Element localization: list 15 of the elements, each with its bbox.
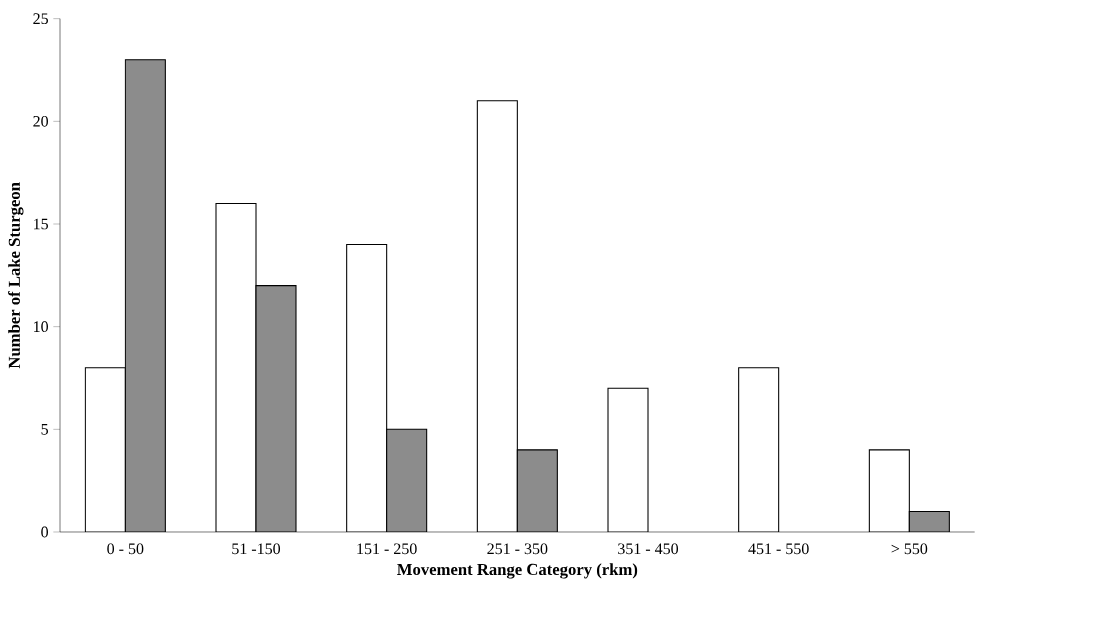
x-tick-label: 0 - 50	[107, 543, 144, 555]
y-tick-label: 5	[41, 424, 49, 435]
x-tick-label: 51 -150	[232, 543, 281, 555]
y-tick-label: 25	[33, 13, 49, 25]
x-tick-label: 251 - 350	[487, 543, 548, 555]
x-tick-label: 451 - 550	[748, 543, 809, 555]
y-tick-label: 0	[41, 526, 49, 538]
x-tick-label: 151 - 250	[357, 543, 417, 555]
x-axis-title: Movement Range Category (rkm)	[397, 563, 638, 579]
x-tick-label: 351 - 450	[618, 543, 679, 555]
y-axis-title: Number of Lake Sturgeon	[8, 182, 24, 369]
y-tick-label: 20	[33, 115, 49, 127]
y-tick-label: 10	[34, 321, 49, 333]
y-tick-label: 15	[34, 218, 49, 230]
x-tick-label: > 550	[891, 543, 928, 555]
